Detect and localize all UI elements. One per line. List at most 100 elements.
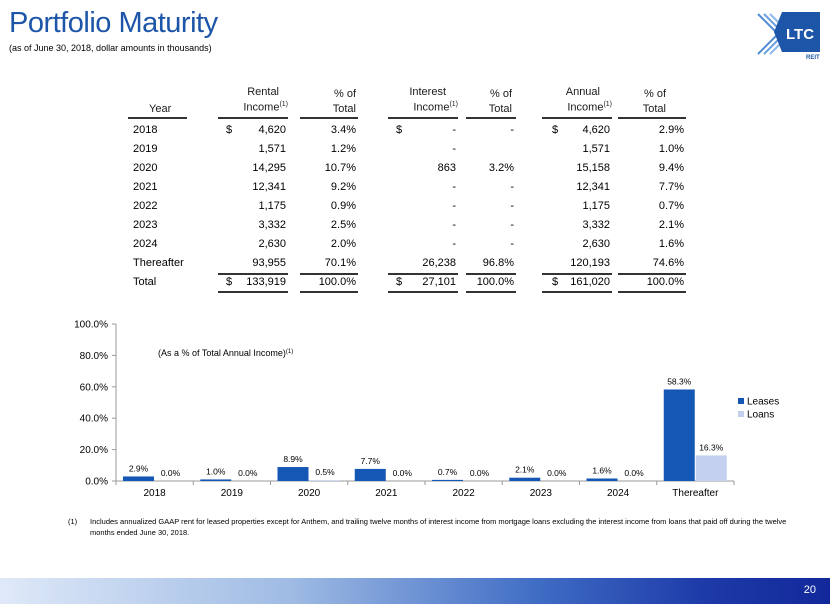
x-tick-label: 2023 bbox=[530, 488, 553, 499]
cell-interest: - bbox=[452, 124, 456, 136]
cell-annual-pct: 1.0% bbox=[658, 143, 684, 155]
header-rule bbox=[128, 117, 187, 119]
bar-leases-2018 bbox=[123, 476, 154, 481]
header-rule bbox=[542, 117, 612, 119]
bar-leases-2020 bbox=[277, 467, 309, 481]
data-label: 0.0% bbox=[238, 468, 258, 478]
x-tick-label: 2021 bbox=[375, 488, 398, 499]
cell-annual-pct: 1.6% bbox=[658, 238, 684, 250]
cell-annual-pct: 100.0% bbox=[646, 276, 684, 288]
logo-subtext: REIT bbox=[806, 55, 820, 61]
cell-year: 2019 bbox=[133, 143, 158, 155]
col-header-pct2-l2: Total bbox=[488, 103, 512, 115]
cell-rental-pct: 9.2% bbox=[330, 181, 356, 193]
cell-interest: - bbox=[452, 238, 456, 250]
cell-rental: 3,332 bbox=[258, 219, 286, 231]
sum-rule bbox=[300, 273, 358, 275]
y-tick-label: 60.0% bbox=[80, 382, 108, 393]
data-label: 7.7% bbox=[361, 456, 381, 466]
cell-rental-pct: 2.5% bbox=[330, 219, 356, 231]
total-rule bbox=[466, 291, 516, 293]
sum-rule bbox=[388, 273, 458, 275]
cell-interest: 27,101 bbox=[422, 276, 456, 288]
data-label: 0.0% bbox=[624, 468, 644, 478]
header-rule bbox=[466, 117, 516, 119]
cell-year: 2020 bbox=[133, 162, 158, 174]
bar-leases-2022 bbox=[432, 479, 463, 481]
chart-annotation: (As a % of Total Annual Income)(1) bbox=[158, 348, 293, 358]
cell-annual: 1,571 bbox=[582, 143, 610, 155]
page-number: 20 bbox=[803, 584, 816, 596]
bar-leases-2019 bbox=[200, 479, 232, 481]
cell-interest: 863 bbox=[437, 162, 456, 174]
sum-rule bbox=[618, 273, 686, 275]
col-header-year: Year bbox=[149, 103, 172, 115]
cell-annual: 2,630 bbox=[582, 238, 610, 250]
data-label: 1.6% bbox=[592, 465, 612, 475]
cell-rental: 133,919 bbox=[246, 276, 286, 288]
data-label: 2.9% bbox=[129, 463, 149, 473]
cell-rental-pct: 100.0% bbox=[318, 276, 356, 288]
bar-loans-2020 bbox=[309, 480, 341, 481]
header-rule bbox=[300, 117, 358, 119]
x-tick-label: 2019 bbox=[221, 488, 244, 499]
cell-interest: - bbox=[452, 219, 456, 231]
cell-rental-pct: 2.0% bbox=[330, 238, 356, 250]
cell-annual: 120,193 bbox=[570, 257, 610, 269]
cell-annual: 161,020 bbox=[570, 276, 610, 288]
cell-rental: 12,341 bbox=[252, 181, 286, 193]
data-label: 58.3% bbox=[667, 376, 692, 386]
cell-rental-pct: 10.7% bbox=[324, 162, 356, 174]
data-label: 1.0% bbox=[206, 466, 226, 476]
data-label: 0.0% bbox=[470, 468, 490, 478]
footnote-text: Includes annualized GAAP rent for leased… bbox=[90, 517, 787, 537]
ltc-reit-logo: LTC REIT bbox=[757, 12, 820, 61]
bar-leases-thereafter bbox=[663, 389, 695, 481]
cell-interest-pct: 3.2% bbox=[488, 162, 514, 174]
col-header-rental-l2: Income(1) bbox=[243, 101, 288, 114]
x-tick-label: 2020 bbox=[298, 488, 321, 499]
data-label: 0.5% bbox=[315, 467, 335, 477]
data-label: 0.0% bbox=[393, 468, 413, 478]
data-label: 8.9% bbox=[283, 454, 303, 464]
cell-annual-dollar: $ bbox=[552, 276, 559, 288]
cell-interest-pct: 100.0% bbox=[476, 276, 514, 288]
header-rule bbox=[388, 117, 458, 119]
cell-rental: 14,295 bbox=[252, 162, 286, 174]
cell-rental: 1,175 bbox=[258, 200, 286, 212]
col-header-pct3-l1: % of bbox=[643, 88, 666, 100]
total-rule bbox=[300, 291, 358, 293]
page-subtitle: (as of June 30, 2018, dollar amounts in … bbox=[9, 43, 212, 53]
cell-interest: 26,238 bbox=[422, 257, 456, 269]
cell-year: 2024 bbox=[133, 238, 158, 250]
cell-rental: 4,620 bbox=[258, 124, 286, 136]
col-header-interest-l2: Income(1) bbox=[413, 101, 458, 114]
cell-interest-pct: - bbox=[510, 219, 514, 231]
y-tick-label: 20.0% bbox=[80, 445, 108, 456]
col-header-interest-l1: Interest bbox=[409, 86, 446, 98]
logo-text: LTC bbox=[786, 26, 814, 43]
cell-interest-dollar: $ bbox=[396, 276, 403, 288]
cell-annual-pct: 2.9% bbox=[658, 124, 684, 136]
bar-leases-2024 bbox=[586, 478, 618, 481]
col-header-pct1-l1: % of bbox=[333, 88, 356, 100]
legend-label-leases: Leases bbox=[747, 397, 779, 408]
sum-rule bbox=[542, 273, 612, 275]
total-rule bbox=[218, 291, 288, 293]
sum-rule bbox=[466, 273, 516, 275]
header-rule bbox=[218, 117, 288, 119]
cell-rental-pct: 0.9% bbox=[330, 200, 356, 212]
total-rule bbox=[542, 291, 612, 293]
cell-rental-dollar: $ bbox=[226, 276, 233, 288]
sum-rule bbox=[218, 273, 288, 275]
cell-annual-pct: 9.4% bbox=[658, 162, 684, 174]
col-header-pct3-l2: Total bbox=[642, 103, 666, 115]
cell-annual: 4,620 bbox=[582, 124, 610, 136]
x-tick-label: 2024 bbox=[607, 488, 630, 499]
cell-annual: 15,158 bbox=[576, 162, 610, 174]
cell-rental: 2,630 bbox=[258, 238, 286, 250]
cell-interest: - bbox=[452, 143, 456, 155]
total-rule bbox=[618, 291, 686, 293]
